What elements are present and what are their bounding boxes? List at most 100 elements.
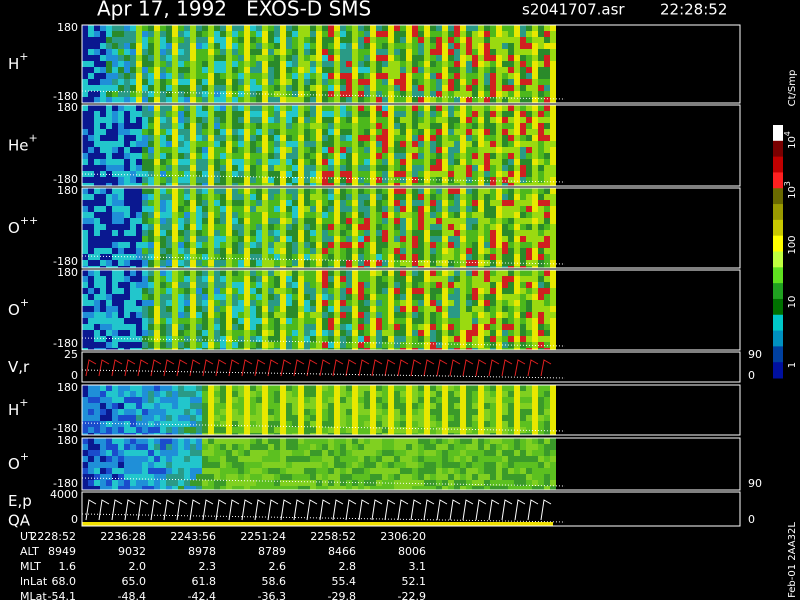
spectrogram-cell <box>268 282 274 288</box>
spectrogram-cell <box>370 242 376 248</box>
spectrogram-cell <box>148 391 154 397</box>
spectrogram-cell <box>268 276 274 282</box>
spectrogram-cell <box>382 224 388 230</box>
spectrogram-cell <box>172 165 178 171</box>
spectrogram-cell <box>190 318 196 324</box>
spectrogram-cell <box>88 403 94 409</box>
spectrogram-cell <box>502 248 508 254</box>
spectrogram-cell <box>508 67 514 73</box>
spectrogram-cell <box>478 25 484 31</box>
spectrogram-cell <box>136 159 142 165</box>
spectrogram-cell <box>436 141 442 147</box>
spectrogram-cell <box>106 111 112 117</box>
spectrogram-cell <box>394 55 400 61</box>
spectrogram-cell <box>130 427 136 433</box>
spectrogram-cell <box>376 260 382 266</box>
spectrogram-cell <box>268 391 274 397</box>
spectrogram-cell <box>112 67 118 73</box>
spectrogram-cell <box>364 105 370 111</box>
spectrogram-cell <box>262 300 268 306</box>
spectrogram-cell <box>508 91 514 97</box>
spectrogram-cell <box>286 73 292 79</box>
spectrogram-cell <box>208 282 214 288</box>
spectrogram-cell <box>460 117 466 123</box>
spectrogram-cell <box>136 248 142 254</box>
spectrogram-cell <box>520 67 526 73</box>
spectrogram-cell <box>550 218 556 224</box>
spectrogram-cell <box>262 330 268 336</box>
spectrogram-cell <box>436 111 442 117</box>
spectrogram-cell <box>172 415 178 421</box>
spectrogram-cell <box>310 61 316 67</box>
spectrogram-cell <box>382 135 388 141</box>
spectrogram-cell <box>214 415 220 421</box>
spectrogram-cell <box>244 85 250 91</box>
spectrogram-cell <box>460 294 466 300</box>
spectrogram-cell <box>316 312 322 318</box>
spectrogram-cell <box>346 31 352 37</box>
spectrogram-cell <box>376 312 382 318</box>
spectrogram-cell <box>466 254 472 260</box>
spectrogram-cell <box>532 230 538 236</box>
spectrogram-cell <box>388 306 394 312</box>
spectrogram-cell <box>82 242 88 248</box>
spectrogram-cell <box>112 270 118 276</box>
spectrogram-cell <box>256 403 262 409</box>
spectrogram-cell <box>520 91 526 97</box>
spectrogram-cell <box>466 324 472 330</box>
spectrogram-cell <box>394 37 400 43</box>
spectrogram-cell <box>298 318 304 324</box>
spectrogram-cell <box>514 61 520 67</box>
spectrogram-cell <box>190 230 196 236</box>
spectrogram-cell <box>484 266 490 268</box>
spectrogram-cell <box>460 415 466 421</box>
spectrogram-cell <box>142 188 148 194</box>
spectrogram-cell <box>352 336 358 342</box>
spectrogram-cell <box>100 129 106 135</box>
spectrogram-cell <box>316 330 322 336</box>
spectrogram-cell <box>430 433 436 435</box>
spectrogram-cell <box>214 427 220 433</box>
spectrogram-cell <box>136 97 142 103</box>
spectrogram-cell <box>112 135 118 141</box>
spectrogram-cell <box>442 159 448 165</box>
spectrogram-cell <box>202 183 208 186</box>
spectrogram-cell <box>190 294 196 300</box>
spectrogram-cell <box>346 224 352 230</box>
spectrogram-cell <box>364 254 370 260</box>
spectrogram-cell <box>112 348 118 350</box>
spectrogram-cell <box>526 129 532 135</box>
spectrogram-cell <box>286 43 292 49</box>
spectrogram-cell <box>316 43 322 49</box>
spectrogram-cell <box>400 230 406 236</box>
spectrogram-cell <box>472 111 478 117</box>
spectrogram-cell <box>418 37 424 43</box>
spectrogram-cell <box>472 385 478 391</box>
spectrogram-cell <box>514 248 520 254</box>
spectrogram-cell <box>394 194 400 200</box>
spectrogram-cell <box>100 318 106 324</box>
spectrogram-cell <box>514 230 520 236</box>
spectrogram-cell <box>262 266 268 268</box>
spectrogram-cell <box>148 342 154 348</box>
spectrogram-cell <box>352 254 358 260</box>
spectrogram-cell <box>148 97 154 103</box>
spectrogram-cell <box>346 324 352 330</box>
spectrogram-cell <box>346 409 352 415</box>
spectrogram-cell <box>298 312 304 318</box>
spectrogram-cell <box>214 294 220 300</box>
spectrogram-cell <box>304 336 310 342</box>
spectrogram-cell <box>466 25 472 31</box>
spectrogram-cell <box>442 206 448 212</box>
spectrogram-cell <box>544 111 550 117</box>
spectrogram-cell <box>184 135 190 141</box>
spectrogram-cell <box>166 218 172 224</box>
spectrogram-cell <box>112 242 118 248</box>
spectrogram-cell <box>496 336 502 342</box>
spectrogram-cell <box>478 300 484 306</box>
spectrogram-cell <box>442 73 448 79</box>
spectrogram-cell <box>466 336 472 342</box>
spectrogram-cell <box>322 312 328 318</box>
spectrogram-cell <box>520 236 526 242</box>
spectrogram-cell <box>160 177 166 183</box>
